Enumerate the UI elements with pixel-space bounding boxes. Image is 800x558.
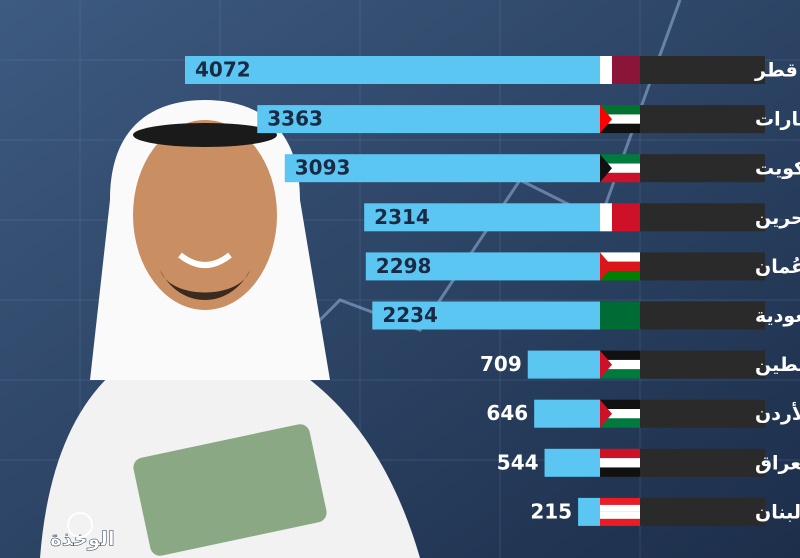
flag-stripe xyxy=(600,418,640,428)
flag-stripe xyxy=(600,252,612,281)
bar xyxy=(365,252,600,281)
flag-stripe xyxy=(600,518,640,526)
logo: الوخذة xyxy=(50,527,115,551)
flag xyxy=(600,154,640,183)
bar xyxy=(544,448,600,477)
flag-stripe xyxy=(600,114,640,124)
flag-stripe xyxy=(600,350,612,379)
value-label: 4072 xyxy=(195,58,251,82)
flag xyxy=(600,203,640,232)
flag-stripe xyxy=(600,271,640,281)
flag-stripe xyxy=(600,163,640,173)
flag-stripe xyxy=(612,203,640,232)
value-label: 2234 xyxy=(382,303,438,327)
bar xyxy=(578,497,600,526)
flag xyxy=(600,497,640,526)
bar xyxy=(372,301,600,330)
flag-stripe xyxy=(600,448,640,459)
flag xyxy=(600,399,640,428)
flag-stripe xyxy=(612,56,640,84)
flag-stripe xyxy=(600,409,640,419)
label-box xyxy=(640,301,765,330)
logo-icon xyxy=(67,512,93,538)
bar xyxy=(364,203,600,232)
flag-stripe xyxy=(600,399,640,410)
category-label: الإمارات xyxy=(755,109,800,131)
category-label: لبنان xyxy=(755,501,800,523)
flag xyxy=(600,350,640,379)
value-label: 215 xyxy=(530,499,572,523)
label-box xyxy=(640,350,765,379)
label-box xyxy=(640,56,765,84)
flag xyxy=(600,448,640,477)
flag-stripe xyxy=(600,154,612,183)
flag-stripe xyxy=(600,252,640,262)
flag-stripe xyxy=(600,154,640,164)
flag-stripe xyxy=(600,301,640,330)
category-label: عُمان xyxy=(755,256,800,278)
value-label: 544 xyxy=(497,450,539,474)
label-box xyxy=(640,203,765,232)
flag xyxy=(600,105,640,134)
category-label: البحرين xyxy=(755,207,800,229)
flag-stripe xyxy=(600,458,640,468)
label-box xyxy=(640,399,765,428)
value-label: 3093 xyxy=(295,156,351,180)
flag xyxy=(600,301,640,330)
flag-stripe xyxy=(600,504,640,512)
flag-stripe xyxy=(600,497,640,505)
flag-stripe xyxy=(600,350,640,360)
value-label: 2298 xyxy=(376,254,432,278)
flag-stripe xyxy=(600,369,640,379)
flag-stripe xyxy=(600,56,612,84)
flag-stripe xyxy=(600,511,640,519)
value-label: 2314 xyxy=(374,205,430,229)
flag-stripe xyxy=(600,105,612,134)
label-box xyxy=(640,154,765,183)
flag xyxy=(600,56,640,84)
category-label: الأردن xyxy=(755,402,800,425)
label-box xyxy=(640,448,765,477)
flag-stripe xyxy=(600,467,640,477)
flag-stripe xyxy=(600,123,640,134)
flag-stripe xyxy=(600,261,640,272)
value-label: 709 xyxy=(480,352,522,376)
category-label: الكويت xyxy=(755,158,800,180)
label-box xyxy=(640,497,765,526)
value-label: 3363 xyxy=(267,107,323,131)
category-label: فلسطين xyxy=(755,354,800,376)
bar xyxy=(185,56,600,84)
bar xyxy=(534,399,600,428)
flag-stripe xyxy=(600,172,640,183)
bar xyxy=(284,154,600,183)
label-box xyxy=(640,105,765,134)
flag-stripe xyxy=(600,105,640,115)
flag-stripe xyxy=(600,203,612,232)
flag-stripe xyxy=(600,359,640,370)
category-label: السعودية xyxy=(755,305,800,327)
flag xyxy=(600,252,640,281)
flag-stripe xyxy=(600,399,612,428)
person-illustration xyxy=(40,100,420,558)
category-label: العراق xyxy=(755,452,800,474)
value-label: 646 xyxy=(486,401,528,425)
bar xyxy=(527,350,600,379)
label-box xyxy=(640,252,765,281)
bar xyxy=(257,105,600,134)
category-label: قطر xyxy=(754,60,798,82)
